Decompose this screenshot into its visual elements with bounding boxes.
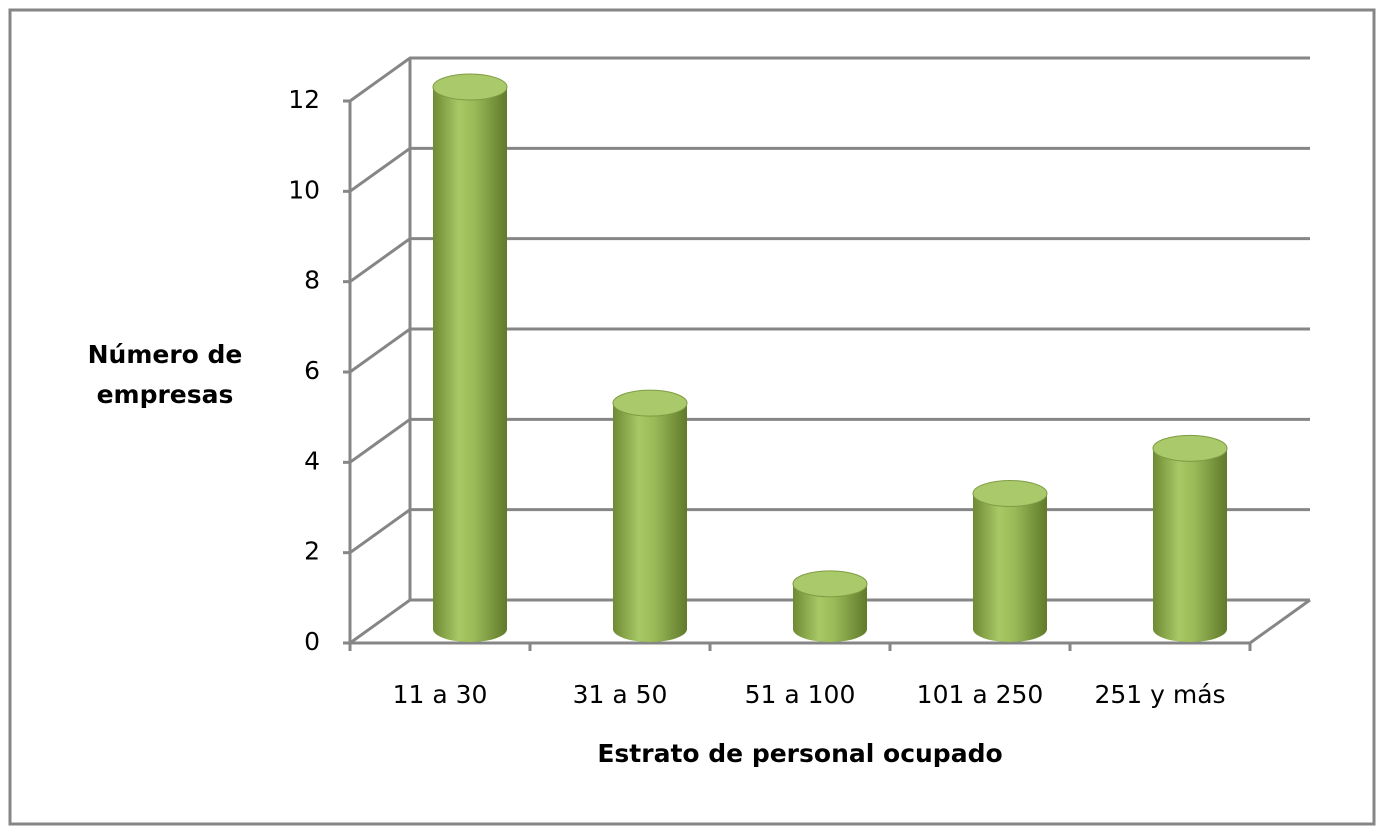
x-tick-label: 101 a 250 <box>917 680 1044 709</box>
y-tick-label: 12 <box>288 85 320 114</box>
x-tick-label: 251 y más <box>1094 680 1225 709</box>
bar <box>613 403 687 642</box>
x-tick-label: 51 a 100 <box>745 680 856 709</box>
frame <box>8 8 1376 826</box>
y-tick-label: 8 <box>304 266 320 295</box>
x-tick-label: 31 a 50 <box>573 680 668 709</box>
y-axis-title: Número de empresas <box>87 340 243 409</box>
bar <box>1153 448 1227 642</box>
bar <box>433 87 507 642</box>
bar-top <box>1152 434 1228 462</box>
grid-line <box>349 417 1310 464</box>
bar-top <box>432 73 508 101</box>
y-tick-label: 0 <box>304 627 320 656</box>
bar <box>973 493 1047 642</box>
y-tick-label: 10 <box>288 175 320 204</box>
grid-line <box>349 327 1310 374</box>
y-tick-label: 4 <box>304 446 320 475</box>
y-tick-label: 6 <box>304 356 320 385</box>
bar-top <box>612 389 688 417</box>
y-tick-label: 2 <box>304 537 320 566</box>
bar-top <box>972 480 1048 507</box>
bar <box>793 583 867 642</box>
bar-top <box>792 570 868 598</box>
grid-line <box>349 237 1310 283</box>
grid-line <box>349 146 1310 193</box>
grid-line <box>349 56 1310 103</box>
x-tick-label: 11 a 30 <box>393 680 488 709</box>
x-axis-title: Estrato de personal ocupado <box>597 739 1002 768</box>
